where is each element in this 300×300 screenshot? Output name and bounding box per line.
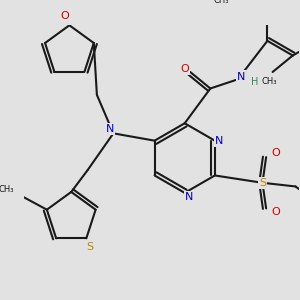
Text: O: O — [271, 148, 280, 158]
Text: O: O — [271, 207, 280, 217]
Text: CH₃: CH₃ — [0, 185, 14, 194]
Text: N: N — [185, 192, 194, 203]
Text: CH₃: CH₃ — [261, 76, 277, 85]
Text: S: S — [86, 242, 94, 253]
Text: N: N — [106, 124, 114, 134]
Text: H: H — [250, 77, 258, 87]
Text: S: S — [259, 178, 266, 188]
Text: CH₃: CH₃ — [213, 0, 229, 5]
Text: O: O — [180, 64, 189, 74]
Text: N: N — [237, 72, 246, 82]
Text: N: N — [215, 136, 224, 146]
Text: O: O — [61, 11, 69, 21]
